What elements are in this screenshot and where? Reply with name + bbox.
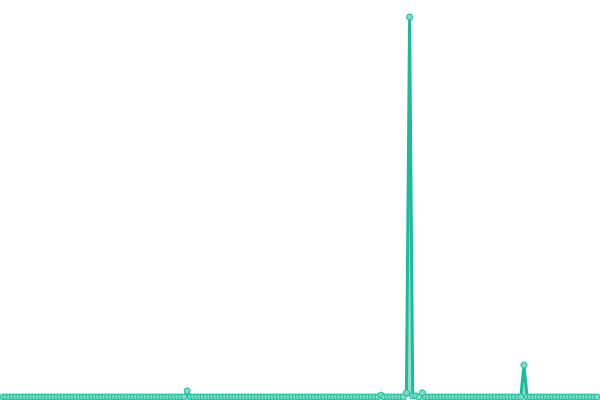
series-area	[3, 17, 597, 397]
data-point	[406, 13, 414, 21]
data-point	[517, 393, 525, 400]
data-point	[180, 393, 188, 400]
data-point	[520, 361, 528, 369]
data-point	[183, 387, 191, 395]
data-points	[0, 13, 600, 400]
series-line	[3, 15, 597, 399]
data-point	[402, 389, 410, 397]
data-point	[593, 393, 600, 400]
